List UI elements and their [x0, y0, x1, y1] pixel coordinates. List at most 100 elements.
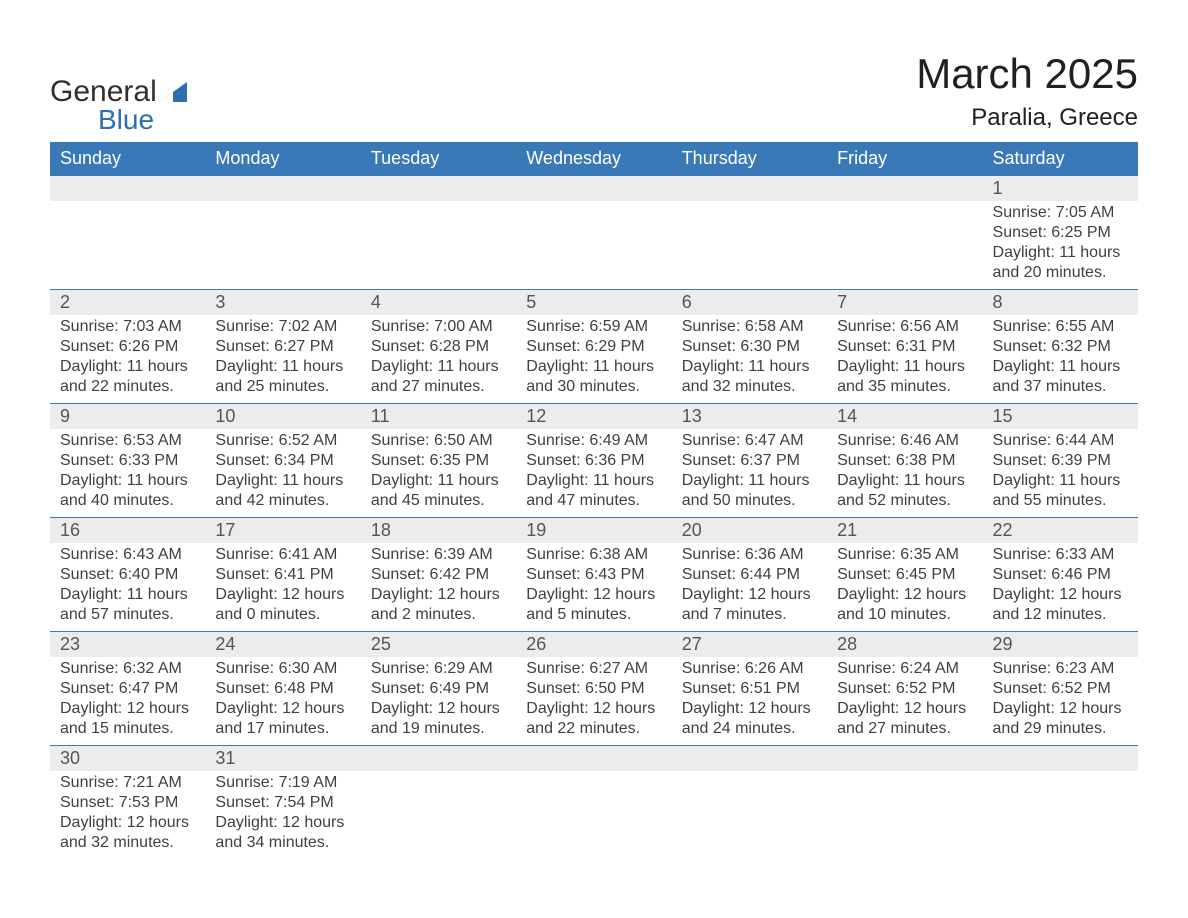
daylight-line: Daylight: 12 hours and 27 minutes.	[837, 699, 972, 739]
sunset-line: Sunset: 6:49 PM	[371, 679, 506, 699]
day-data: Sunrise: 6:30 AMSunset: 6:48 PMDaylight:…	[205, 657, 360, 745]
day-data	[672, 771, 827, 853]
daylight-line: Daylight: 11 hours and 40 minutes.	[60, 471, 195, 511]
calendar-cell: 29Sunrise: 6:23 AMSunset: 6:52 PMDayligh…	[983, 632, 1138, 746]
calendar-cell: 25Sunrise: 6:29 AMSunset: 6:49 PMDayligh…	[361, 632, 516, 746]
calendar-cell: 3Sunrise: 7:02 AMSunset: 6:27 PMDaylight…	[205, 290, 360, 404]
day-number: 15	[983, 404, 1138, 429]
daylight-line: Daylight: 11 hours and 32 minutes.	[682, 357, 817, 397]
day-number: 3	[205, 290, 360, 315]
day-number: 4	[361, 290, 516, 315]
day-data: Sunrise: 6:47 AMSunset: 6:37 PMDaylight:…	[672, 429, 827, 517]
calendar-cell: 21Sunrise: 6:35 AMSunset: 6:45 PMDayligh…	[827, 518, 982, 632]
sunrise-line: Sunrise: 7:02 AM	[215, 317, 350, 337]
calendar-week-row: 23Sunrise: 6:32 AMSunset: 6:47 PMDayligh…	[50, 632, 1138, 746]
calendar-cell: 13Sunrise: 6:47 AMSunset: 6:37 PMDayligh…	[672, 404, 827, 518]
day-data: Sunrise: 6:29 AMSunset: 6:49 PMDaylight:…	[361, 657, 516, 745]
sunset-line: Sunset: 6:26 PM	[60, 337, 195, 357]
sunset-line: Sunset: 6:31 PM	[837, 337, 972, 357]
day-number: 10	[205, 404, 360, 429]
day-number	[827, 746, 982, 771]
weekday-header: Saturday	[983, 142, 1138, 176]
sunrise-line: Sunrise: 7:00 AM	[371, 317, 506, 337]
day-data: Sunrise: 6:36 AMSunset: 6:44 PMDaylight:…	[672, 543, 827, 631]
calendar-cell: 27Sunrise: 6:26 AMSunset: 6:51 PMDayligh…	[672, 632, 827, 746]
daylight-line: Daylight: 12 hours and 2 minutes.	[371, 585, 506, 625]
day-data: Sunrise: 6:23 AMSunset: 6:52 PMDaylight:…	[983, 657, 1138, 745]
sunset-line: Sunset: 6:39 PM	[993, 451, 1128, 471]
calendar-cell: 12Sunrise: 6:49 AMSunset: 6:36 PMDayligh…	[516, 404, 671, 518]
sunset-line: Sunset: 6:52 PM	[837, 679, 972, 699]
weekday-header: Tuesday	[361, 142, 516, 176]
day-number: 11	[361, 404, 516, 429]
calendar-cell: 15Sunrise: 6:44 AMSunset: 6:39 PMDayligh…	[983, 404, 1138, 518]
calendar-cell	[672, 176, 827, 290]
calendar-cell	[827, 176, 982, 290]
sunset-line: Sunset: 6:46 PM	[993, 565, 1128, 585]
day-data	[516, 771, 671, 853]
daylight-line: Daylight: 12 hours and 7 minutes.	[682, 585, 817, 625]
calendar-cell	[672, 746, 827, 860]
calendar-cell: 30Sunrise: 7:21 AMSunset: 7:53 PMDayligh…	[50, 746, 205, 860]
day-number	[361, 746, 516, 771]
calendar-cell: 19Sunrise: 6:38 AMSunset: 6:43 PMDayligh…	[516, 518, 671, 632]
day-data: Sunrise: 6:39 AMSunset: 6:42 PMDaylight:…	[361, 543, 516, 631]
day-data: Sunrise: 7:03 AMSunset: 6:26 PMDaylight:…	[50, 315, 205, 403]
daylight-line: Daylight: 12 hours and 29 minutes.	[993, 699, 1128, 739]
day-number	[516, 746, 671, 771]
day-data: Sunrise: 6:49 AMSunset: 6:36 PMDaylight:…	[516, 429, 671, 517]
day-number: 8	[983, 290, 1138, 315]
day-number	[516, 176, 671, 201]
sunrise-line: Sunrise: 6:46 AM	[837, 431, 972, 451]
daylight-line: Daylight: 12 hours and 19 minutes.	[371, 699, 506, 739]
day-number: 31	[205, 746, 360, 771]
sunrise-line: Sunrise: 6:47 AM	[682, 431, 817, 451]
brand-triangle-icon	[159, 82, 187, 107]
sunset-line: Sunset: 6:25 PM	[993, 223, 1128, 243]
day-data: Sunrise: 6:33 AMSunset: 6:46 PMDaylight:…	[983, 543, 1138, 631]
day-data: Sunrise: 6:56 AMSunset: 6:31 PMDaylight:…	[827, 315, 982, 403]
sunset-line: Sunset: 6:33 PM	[60, 451, 195, 471]
calendar-cell	[205, 176, 360, 290]
weekday-header: Thursday	[672, 142, 827, 176]
daylight-line: Daylight: 12 hours and 12 minutes.	[993, 585, 1128, 625]
daylight-line: Daylight: 12 hours and 34 minutes.	[215, 813, 350, 853]
day-data: Sunrise: 6:50 AMSunset: 6:35 PMDaylight:…	[361, 429, 516, 517]
brand-logo: General Blue	[50, 78, 187, 132]
calendar-cell: 8Sunrise: 6:55 AMSunset: 6:32 PMDaylight…	[983, 290, 1138, 404]
calendar-cell: 24Sunrise: 6:30 AMSunset: 6:48 PMDayligh…	[205, 632, 360, 746]
sunset-line: Sunset: 6:45 PM	[837, 565, 972, 585]
daylight-line: Daylight: 11 hours and 45 minutes.	[371, 471, 506, 511]
day-number	[50, 176, 205, 201]
sunset-line: Sunset: 6:50 PM	[526, 679, 661, 699]
sunrise-line: Sunrise: 6:44 AM	[993, 431, 1128, 451]
day-number: 6	[672, 290, 827, 315]
weekday-header: Wednesday	[516, 142, 671, 176]
day-number: 16	[50, 518, 205, 543]
day-number: 19	[516, 518, 671, 543]
sunrise-line: Sunrise: 6:39 AM	[371, 545, 506, 565]
calendar-cell: 18Sunrise: 6:39 AMSunset: 6:42 PMDayligh…	[361, 518, 516, 632]
sunrise-line: Sunrise: 6:59 AM	[526, 317, 661, 337]
sunset-line: Sunset: 6:36 PM	[526, 451, 661, 471]
sunrise-line: Sunrise: 6:24 AM	[837, 659, 972, 679]
sunset-line: Sunset: 6:30 PM	[682, 337, 817, 357]
calendar-cell: 10Sunrise: 6:52 AMSunset: 6:34 PMDayligh…	[205, 404, 360, 518]
calendar-cell	[827, 746, 982, 860]
sunrise-line: Sunrise: 6:41 AM	[215, 545, 350, 565]
day-number: 13	[672, 404, 827, 429]
calendar-cell	[361, 176, 516, 290]
sunset-line: Sunset: 6:32 PM	[993, 337, 1128, 357]
day-data: Sunrise: 6:35 AMSunset: 6:45 PMDaylight:…	[827, 543, 982, 631]
daylight-line: Daylight: 12 hours and 17 minutes.	[215, 699, 350, 739]
sunrise-line: Sunrise: 6:27 AM	[526, 659, 661, 679]
day-number	[827, 176, 982, 201]
daylight-line: Daylight: 11 hours and 42 minutes.	[215, 471, 350, 511]
calendar-table: Sunday Monday Tuesday Wednesday Thursday…	[50, 142, 1138, 859]
sunrise-line: Sunrise: 6:29 AM	[371, 659, 506, 679]
day-number: 25	[361, 632, 516, 657]
sunset-line: Sunset: 6:43 PM	[526, 565, 661, 585]
day-number: 23	[50, 632, 205, 657]
title-block: March 2025 Paralia, Greece	[916, 50, 1138, 132]
day-number: 26	[516, 632, 671, 657]
